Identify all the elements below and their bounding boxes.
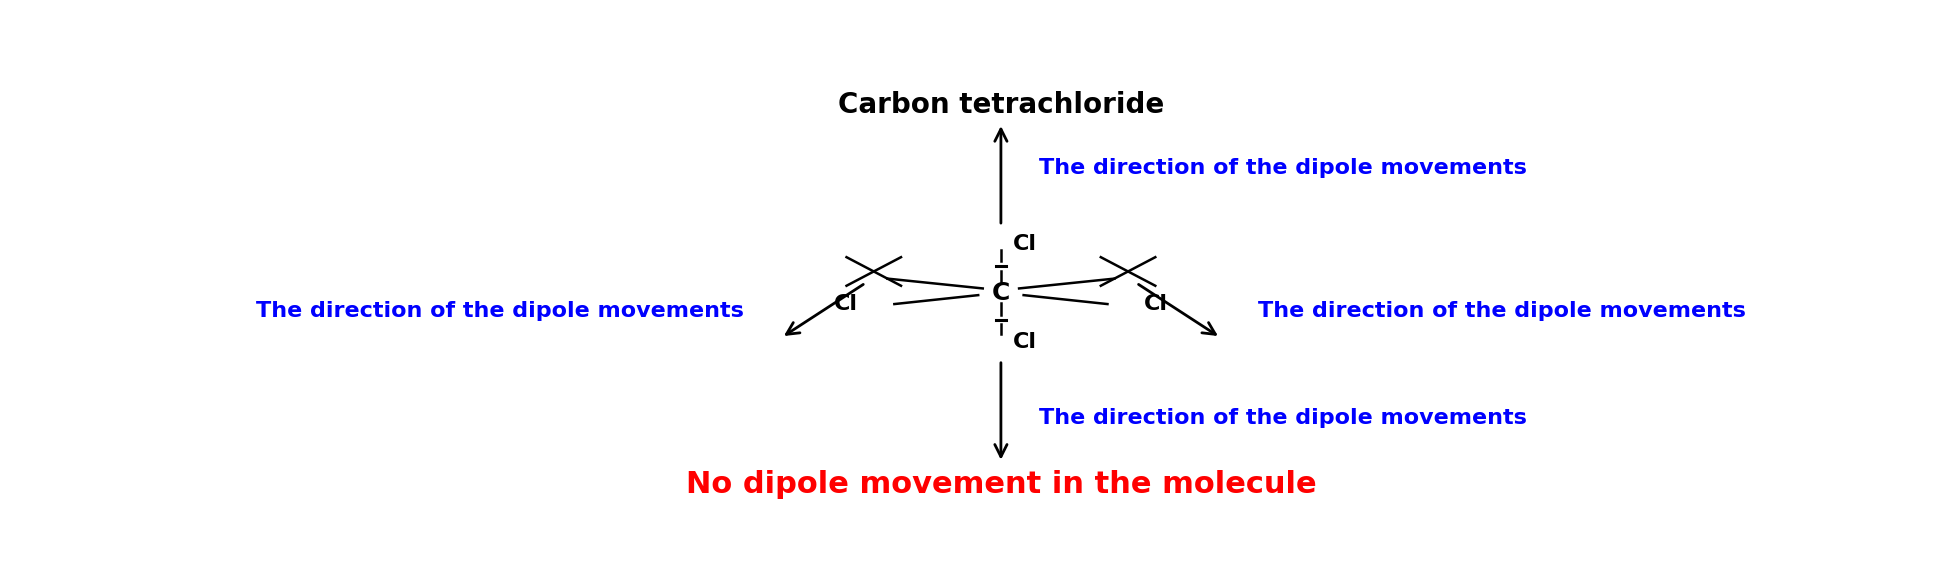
Text: Carbon tetrachloride: Carbon tetrachloride (838, 91, 1164, 119)
Text: Cl: Cl (834, 294, 857, 314)
Text: The direction of the dipole movements: The direction of the dipole movements (1039, 408, 1527, 428)
Text: The direction of the dipole movements: The direction of the dipole movements (256, 301, 744, 321)
Text: No dipole movement in the molecule: No dipole movement in the molecule (686, 470, 1316, 499)
Text: Cl: Cl (1144, 294, 1168, 314)
Text: The direction of the dipole movements: The direction of the dipole movements (1258, 301, 1746, 321)
Text: Cl: Cl (1014, 234, 1037, 254)
Text: C: C (992, 281, 1010, 305)
Text: The direction of the dipole movements: The direction of the dipole movements (1039, 158, 1527, 178)
Text: Cl: Cl (1014, 332, 1037, 352)
